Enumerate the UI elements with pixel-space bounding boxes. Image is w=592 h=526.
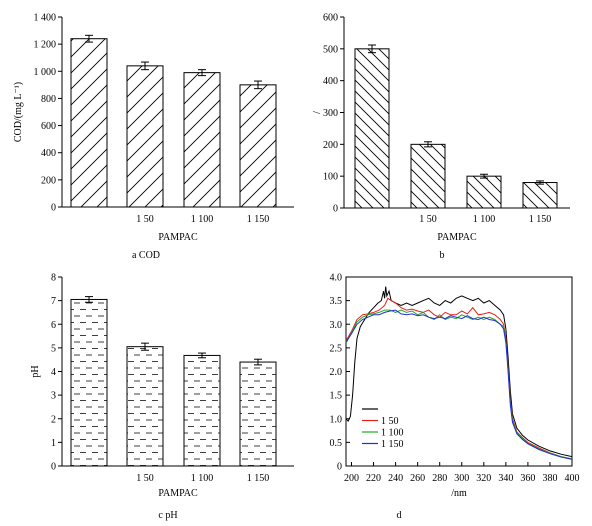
y-tick-label: 0 (333, 204, 338, 215)
x-tick-label: 1 150 (529, 214, 552, 225)
y-tick-label: 800 (41, 94, 56, 105)
x-tick-label: 340 (498, 473, 513, 484)
x-tick-label: 220 (366, 473, 381, 484)
y-tick-label: 400 (323, 76, 338, 87)
y-tick-label: 3.5 (330, 296, 343, 307)
y-tick-label: 1 000 (34, 67, 57, 78)
bar (70, 38, 108, 208)
y-tick-label: 7 (51, 296, 56, 307)
legend-label: 1 50 (381, 416, 399, 427)
x-tick-label: 360 (520, 473, 535, 484)
x-tick-label: 1 50 (136, 473, 154, 484)
x-tick-label: 1 100 (191, 473, 214, 484)
chart-panel-c-ph: 0 1 2 3 4 5 6 7 8 1 50 1 100 1 150 PAMPAC pH c pH (30, 273, 294, 521)
x-tick-label: 1 100 (191, 214, 214, 225)
x-axis-label: /nm (451, 488, 467, 499)
x-tick-label: 1 150 (247, 214, 270, 225)
bar (239, 84, 277, 208)
y-tick-label: 300 (323, 108, 338, 119)
panel-caption: a COD (132, 250, 160, 261)
y-tick-label: 3.0 (330, 320, 343, 331)
x-tick-label: 1 50 (136, 214, 154, 225)
legend-label: 1 150 (381, 439, 404, 450)
x-axis-label: PAMPAC (158, 488, 198, 499)
panel-caption: c pH (158, 510, 177, 521)
y-tick-label: 500 (323, 44, 338, 55)
y-tick-label: 2.5 (330, 343, 343, 354)
y-tick-label: 3 (51, 391, 56, 402)
y-tick-label: 1 200 (34, 40, 57, 51)
series-line (345, 286, 573, 458)
bar (126, 346, 164, 467)
chart-panel-a-cod: 0 200 400 600 800 1 000 1 200 1 400 1 50 1 100 1 1… (13, 13, 294, 261)
bar (126, 65, 164, 208)
x-axis-label: PAMPAC (437, 232, 477, 243)
bar (354, 48, 390, 209)
bar (183, 354, 221, 467)
bar (70, 298, 108, 467)
series-line (345, 297, 573, 460)
bar (183, 72, 221, 208)
y-tick-label: 200 (323, 140, 338, 151)
y-tick-label: 0 (51, 462, 56, 473)
y-tick-label: 1 (51, 438, 56, 449)
y-tick-label: 400 (41, 148, 56, 159)
y-axis-label: pH (30, 365, 41, 377)
y-tick-label: 1.0 (330, 414, 343, 425)
series-line (345, 309, 573, 460)
y-tick-label: 200 (41, 175, 56, 186)
x-tick-label: 1 150 (247, 473, 270, 484)
x-tick-label: 260 (410, 473, 425, 484)
y-tick-label: 6 (51, 320, 56, 331)
bar (466, 175, 502, 209)
chart-panel-d-spectrum: 0 0.5 1.0 1.5 2.0 2.5 3.0 3.5 4.0 200 220 240 260 280… (330, 273, 580, 522)
panel-caption: b (440, 250, 445, 261)
y-tick-label: 4.0 (330, 273, 343, 284)
y-axis-label: / (312, 111, 323, 114)
y-tick-label: 2.0 (330, 367, 343, 378)
series-line (345, 309, 573, 460)
x-tick-label: 280 (432, 473, 447, 484)
x-tick-label: 380 (542, 473, 557, 484)
y-tick-label: 600 (41, 121, 56, 132)
y-tick-label: 0 (51, 203, 56, 214)
x-axis-label: PAMPAC (158, 232, 198, 243)
y-tick-label: 2 (51, 414, 56, 425)
bar (239, 361, 277, 467)
bar (522, 182, 558, 209)
x-tick-label: 400 (565, 473, 580, 484)
x-tick-label: 300 (454, 473, 469, 484)
legend-label: 1 100 (381, 428, 404, 439)
plot-frame (345, 276, 573, 467)
y-tick-label: 0.5 (330, 438, 343, 449)
x-tick-label: 1 50 (419, 214, 437, 225)
bar (410, 143, 446, 209)
x-tick-label: 320 (476, 473, 491, 484)
y-axis-label: COD/(mg L⁻¹) (13, 82, 24, 142)
panel-caption: d (397, 510, 402, 521)
x-tick-label: 1 100 (473, 214, 496, 225)
y-tick-label: 0 (337, 462, 342, 473)
x-tick-label: 240 (388, 473, 403, 484)
chart-panel-b: 0 100 200 300 400 500 600 1 50 1 100 1 150 PAMPAC /… (312, 13, 570, 261)
y-tick-label: 4 (51, 367, 56, 378)
y-tick-label: 1.5 (330, 391, 343, 402)
y-tick-label: 8 (51, 273, 56, 284)
y-tick-label: 1 400 (34, 13, 57, 24)
y-tick-label: 5 (51, 343, 56, 354)
x-tick-label: 200 (344, 473, 359, 484)
y-tick-label: 100 (323, 172, 338, 183)
y-tick-label: 600 (323, 13, 338, 24)
